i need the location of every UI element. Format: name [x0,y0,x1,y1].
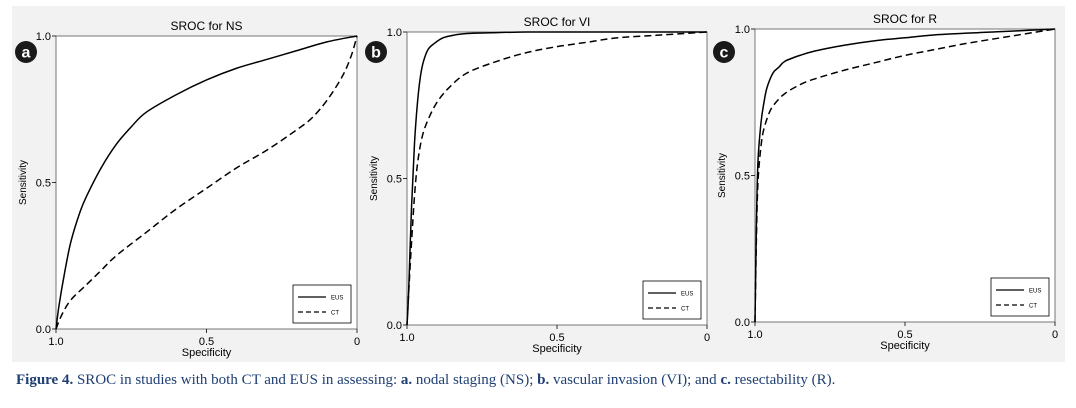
y-tick-label: 0.0 [735,317,750,329]
x-tick-label: 0.5 [549,332,564,344]
y-tick-label: 0.0 [36,324,51,336]
caption-item-a-text: nodal staging (NS); [415,372,534,388]
y-tick-label: 1.0 [387,27,402,39]
x-tick-label: 1.0 [48,336,63,348]
chart-b: SROC for VI 0.0 0.5 1.0 1.0 0.5 0 Specificity Se… [365,15,710,355]
y-axis-label: Sensitivity [18,160,29,205]
legend-box [292,284,352,324]
x-tick-label: 1.0 [399,332,414,344]
figure-caption: Figure 4. SROC in studies with both CT a… [16,372,1066,389]
panel-badge [15,41,37,63]
chart-a: SROC for NS 0.0 0.5 1.0 1.0 0.5 0 Specificity Se… [15,19,360,359]
y-tick-label: 1.0 [36,31,51,43]
series-line-ct [754,28,1056,323]
caption-item-a-key: a. [400,372,413,388]
y-tick-label: 1.0 [735,24,750,36]
x-axis-label: Specificity [182,347,232,359]
series-line-eus [406,31,707,326]
plot-area [55,35,358,330]
y-axis-label: Sensitivity [369,156,380,201]
y-tick-label: 0.5 [36,178,51,190]
chart-title: SROC for NS [170,19,242,33]
figure-svg: SROC for NS 0.0 0.5 1.0 1.0 0.5 0 Specificity Se… [15,12,1058,359]
panel-badge-label: c [720,45,729,62]
y-tick-label: 0.0 [387,320,402,332]
legend-label-eus: EUS [681,292,693,298]
series-line-eus [754,28,1056,323]
legend-box [642,280,702,320]
legend-box [990,277,1050,317]
x-tick-label: 0 [704,332,710,344]
panel-badge [713,41,735,63]
y-axis-label: Sensitivity [717,153,728,198]
y-tick-label: 0.5 [387,174,402,186]
series-line-ct [406,31,708,326]
series-line-eus [55,35,358,330]
legend-label-eus: EUS [331,296,343,302]
legend-label-ct: CT [681,307,689,313]
chart-c: SROC for R 0.0 0.5 1.0 1.0 0.5 0 Specificity Sen… [713,12,1058,352]
chart-title: SROC for VI [524,15,591,29]
x-axis-label: Specificity [880,340,930,352]
x-tick-label: 0.5 [897,329,912,341]
caption-lead: Figure 4. [16,372,74,388]
chart-title: SROC for R [873,12,937,26]
y-tick-label: 0.5 [735,171,750,183]
caption-item-b-text: vascular invasion (VI); and [552,372,717,388]
series-line-ct [55,35,358,330]
x-tick-label: 0 [354,336,360,348]
legend-label-eus: EUS [1029,289,1041,295]
x-tick-label: 0.5 [199,336,214,348]
x-axis-label: Specificity [532,343,582,355]
x-tick-label: 1.0 [747,329,762,341]
caption-item-c-text: resectability (R). [734,372,836,388]
panel-badge-label: b [371,45,381,62]
legend-label-ct: CT [1029,304,1037,310]
x-tick-label: 0 [1052,329,1058,341]
caption-intro: SROC in studies with both CT and EUS in … [76,372,398,388]
panel-badge [365,41,387,63]
figure-panel: SROC for NS 0.0 0.5 1.0 1.0 0.5 0 Specificity Se… [12,6,1065,362]
legend-label-ct: CT [331,311,339,317]
caption-item-c-key: c. [720,372,731,388]
caption-item-b-key: b. [537,372,550,388]
panel-badge-label: a [22,45,31,62]
